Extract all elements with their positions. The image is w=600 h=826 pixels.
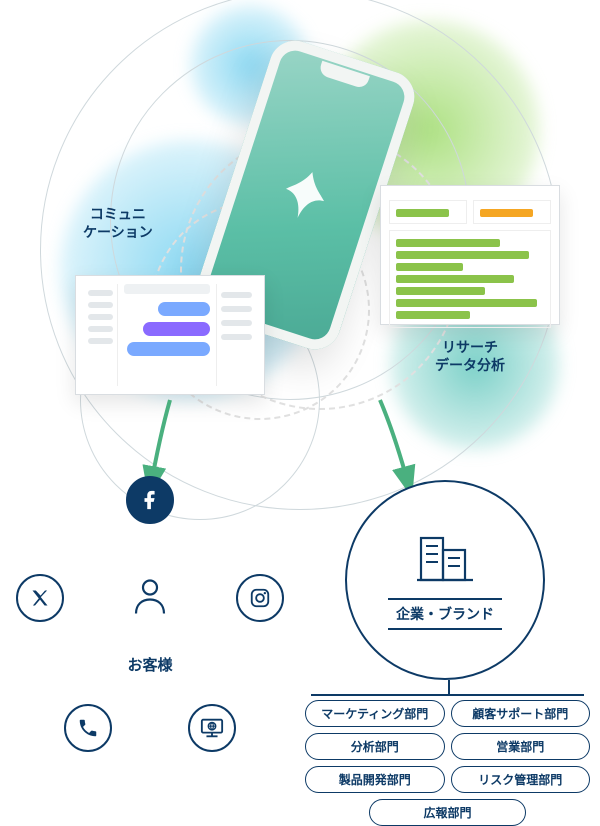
chat-screenshot xyxy=(75,275,265,395)
facebook-icon xyxy=(126,476,174,524)
customer-block: お客様 xyxy=(20,480,280,760)
building-icon xyxy=(415,530,475,586)
department-pill: 営業部門 xyxy=(451,733,591,760)
company-label: 企業・ブランド xyxy=(388,598,502,630)
person-icon xyxy=(128,573,172,622)
department-pill: リスク管理部門 xyxy=(451,766,591,793)
x-icon xyxy=(16,574,64,622)
department-pill: 分析部門 xyxy=(305,733,445,760)
customer-label: お客様 xyxy=(127,654,172,675)
web-icon xyxy=(188,704,236,752)
splash-logo-icon xyxy=(267,157,343,233)
instagram-icon xyxy=(236,574,284,622)
department-pill: 広報部門 xyxy=(369,799,526,826)
dashboard-screenshot xyxy=(380,185,560,325)
research-label: リサーチ データ分析 xyxy=(435,338,505,374)
phone-icon xyxy=(64,704,112,752)
department-pill: 顧客サポート部門 xyxy=(451,700,591,727)
department-pill: 製品開発部門 xyxy=(305,766,445,793)
communication-label: コミュニ ケーション xyxy=(83,205,153,241)
company-block: 企業・ブランド マーケティング部門顧客サポート部門分析部門営業部門製品開発部門リ… xyxy=(305,480,590,780)
department-pill: マーケティング部門 xyxy=(305,700,445,727)
